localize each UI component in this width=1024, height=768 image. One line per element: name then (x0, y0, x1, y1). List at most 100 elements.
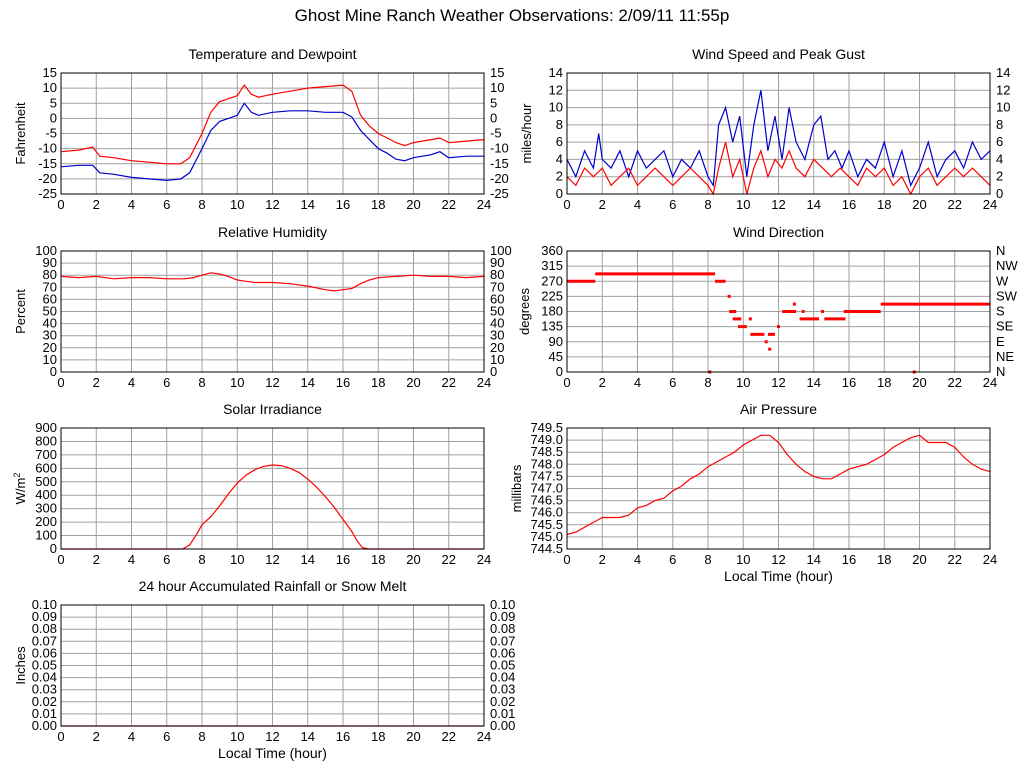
y-tick-label: 0.07 (32, 633, 57, 648)
data-point (777, 325, 780, 329)
x-tick-label: 4 (128, 552, 135, 567)
x-tick-label: 10 (736, 375, 750, 390)
x-tick-label: 6 (163, 197, 170, 212)
x-tick-label: 14 (301, 197, 315, 212)
x-tick-label: 20 (912, 375, 926, 390)
y-tick-label: 40 (43, 316, 57, 331)
right-tick-label: 8 (996, 117, 1003, 132)
x-tick-label: 6 (669, 552, 676, 567)
x-tick-label: 0 (563, 552, 570, 567)
y-tick-label: 10 (43, 80, 57, 95)
series-line (566, 434, 991, 536)
x-tick-label: 14 (301, 729, 315, 744)
right-tick-label: -20 (490, 171, 509, 186)
y-tick-label: 0 (50, 541, 57, 556)
data-point (782, 310, 786, 313)
right-tick-label: -5 (490, 126, 502, 141)
right-tick-label: 0.01 (490, 706, 515, 721)
right-tick-label: 0.09 (490, 609, 515, 624)
x-tick-label: 18 (371, 375, 385, 390)
x-axis-label: Local Time (hour) (724, 568, 833, 584)
y-axis-label: millibars (509, 464, 524, 512)
y-tick-label: 748.5 (530, 444, 563, 459)
x-tick-label: 20 (912, 552, 926, 567)
x-tick-label: 2 (93, 197, 100, 212)
x-tick-label: 12 (265, 552, 279, 567)
y-tick-label: 4 (556, 151, 563, 166)
plot-frame (60, 72, 485, 195)
right-tick-label: 0.10 (490, 597, 515, 612)
x-tick-label: 22 (948, 197, 962, 212)
series-line (60, 272, 485, 292)
x-tick-label: 18 (371, 197, 385, 212)
y-tick-label: 749.5 (530, 420, 563, 435)
x-tick-label: 18 (877, 197, 891, 212)
x-tick-label: 12 (771, 375, 785, 390)
y-tick-label: 749.0 (530, 432, 563, 447)
x-tick-label: 4 (128, 375, 135, 390)
x-tick-label: 22 (948, 552, 962, 567)
right-tick-label: 100 (490, 243, 512, 258)
right-tick-label: 0 (996, 186, 1003, 201)
y-tick-label: 2 (556, 169, 563, 184)
y-axis-label: degrees (517, 288, 532, 335)
right-tick-label: 90 (490, 255, 504, 270)
y-tick-label: 0 (556, 186, 563, 201)
x-tick-label: 12 (771, 552, 785, 567)
right-tick-label: -15 (490, 156, 509, 171)
y-tick-label: 0.02 (32, 694, 57, 709)
data-point (821, 310, 825, 313)
y-tick-label: 746.5 (530, 493, 563, 508)
y-tick-label: 745.5 (530, 517, 563, 532)
x-tick-label: 14 (807, 375, 821, 390)
y-tick-label: 0.03 (32, 682, 57, 697)
x-tick-label: 14 (301, 552, 315, 567)
right-tick-label: 10 (490, 352, 504, 367)
y-tick-label: 5 (50, 95, 57, 110)
right-tick-label: 40 (490, 316, 504, 331)
series-line (566, 141, 991, 196)
x-tick-label: 22 (442, 552, 456, 567)
y-tick-label: -25 (38, 186, 57, 201)
y-tick-label: 0.06 (32, 645, 57, 660)
y-tick-label: 225 (541, 288, 563, 303)
page-title: Ghost Mine Ranch Weather Observations: 2… (294, 6, 730, 25)
right-tick-label: NE (996, 349, 1014, 364)
x-tick-label: 16 (336, 197, 350, 212)
x-tick-label: 10 (230, 729, 244, 744)
right-tick-label: 10 (490, 80, 504, 95)
data-point (801, 310, 805, 313)
y-tick-label: 0.05 (32, 658, 57, 673)
x-tick-label: 22 (442, 197, 456, 212)
series-line (60, 102, 484, 182)
y-axis-label: Fahrenheit (13, 102, 28, 165)
x-tick-label: 4 (634, 375, 641, 390)
x-tick-label: 24 (477, 197, 491, 212)
series-line (61, 464, 484, 550)
y-tick-label: 0.08 (32, 621, 57, 636)
x-tick-label: 20 (406, 375, 420, 390)
y-tick-label: 100 (35, 528, 57, 543)
plot-frame (566, 427, 991, 550)
x-tick-label: 6 (669, 197, 676, 212)
y-tick-label: 0.09 (32, 609, 57, 624)
chart-title: Wind Direction (733, 224, 824, 240)
y-tick-label: 12 (549, 82, 563, 97)
y-tick-label: 200 (35, 514, 57, 529)
x-tick-label: 10 (736, 552, 750, 567)
plot-frame (60, 604, 485, 727)
right-tick-label: 0.03 (490, 682, 515, 697)
y-tick-label: 900 (35, 420, 57, 435)
chart-title: Solar Irradiance (223, 401, 322, 417)
y-axis-label: W/m2 (12, 473, 28, 505)
plot-frame (566, 250, 991, 373)
x-tick-label: 22 (442, 375, 456, 390)
right-tick-label: 12 (996, 82, 1010, 97)
x-tick-label: 0 (57, 375, 64, 390)
y-tick-label: 746.0 (530, 505, 563, 520)
x-tick-label: 4 (634, 197, 641, 212)
y-tick-label: 747.0 (530, 481, 563, 496)
